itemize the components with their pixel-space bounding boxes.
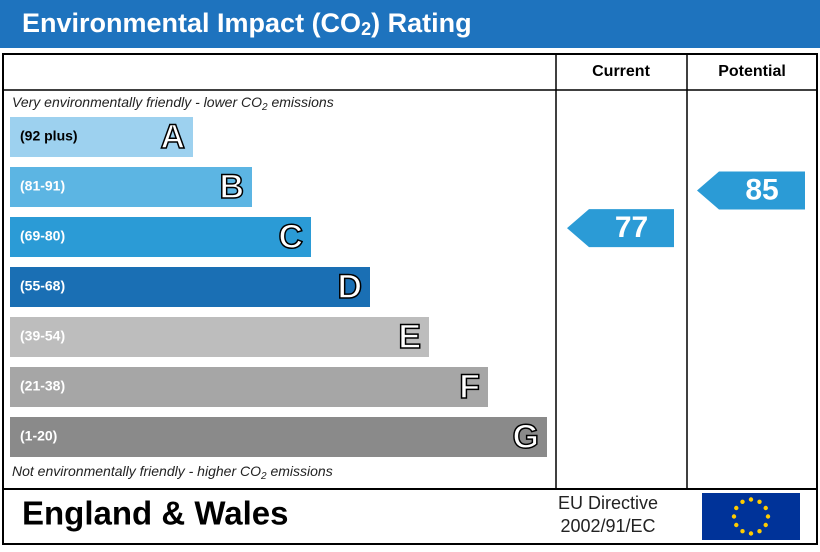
band-range: (21-38) bbox=[20, 378, 65, 394]
band-letter: F bbox=[459, 368, 480, 406]
frame bbox=[2, 53, 818, 545]
eu-stars bbox=[731, 497, 771, 536]
star bbox=[757, 499, 762, 504]
band bbox=[10, 117, 193, 157]
title-bar bbox=[0, 0, 820, 48]
band-letter: A bbox=[160, 118, 185, 156]
star bbox=[731, 514, 737, 519]
region: England & Wales bbox=[22, 495, 288, 532]
star bbox=[734, 522, 739, 528]
column-header: Potential bbox=[718, 63, 786, 80]
band-letter: E bbox=[398, 318, 421, 356]
star bbox=[740, 499, 745, 504]
band-letter: D bbox=[337, 268, 362, 306]
star bbox=[757, 529, 762, 534]
band-range: (1-20) bbox=[20, 428, 57, 444]
band-letter: B bbox=[219, 168, 244, 206]
star bbox=[740, 529, 745, 534]
rating-arrow bbox=[697, 171, 805, 210]
star bbox=[748, 531, 754, 536]
band bbox=[10, 167, 252, 207]
band-range: (69-80) bbox=[20, 228, 65, 244]
star bbox=[765, 514, 771, 519]
title-part: Environmental Impact (CO bbox=[22, 8, 361, 38]
rating-value: 85 bbox=[745, 173, 778, 206]
band-letter: G bbox=[513, 418, 539, 456]
band bbox=[10, 217, 311, 257]
star bbox=[763, 505, 768, 511]
band bbox=[10, 367, 488, 407]
band-letter: C bbox=[278, 218, 303, 256]
star bbox=[734, 505, 739, 511]
band bbox=[10, 317, 429, 357]
directive: 2002/91/EC bbox=[560, 516, 655, 536]
band bbox=[10, 267, 370, 307]
band-range: (39-54) bbox=[20, 328, 65, 344]
title-part: ) Rating bbox=[371, 8, 472, 38]
title: Environmental Impact (CO2) Rating bbox=[22, 8, 472, 39]
column-header: Current bbox=[592, 63, 650, 80]
band-range: (81-91) bbox=[20, 178, 65, 194]
star bbox=[763, 522, 768, 528]
star bbox=[748, 497, 754, 502]
rating-arrow bbox=[567, 209, 674, 248]
rating-value: 77 bbox=[615, 211, 648, 244]
band bbox=[10, 417, 547, 457]
title-sub: 2 bbox=[361, 19, 371, 39]
bottom-note: Not environmentally friendly - higher CO… bbox=[12, 463, 333, 482]
directive: EU Directive bbox=[558, 493, 658, 513]
top-note: Very environmentally friendly - lower CO… bbox=[12, 94, 334, 113]
band-range: (92 plus) bbox=[20, 128, 78, 144]
band-range: (55-68) bbox=[20, 278, 65, 294]
